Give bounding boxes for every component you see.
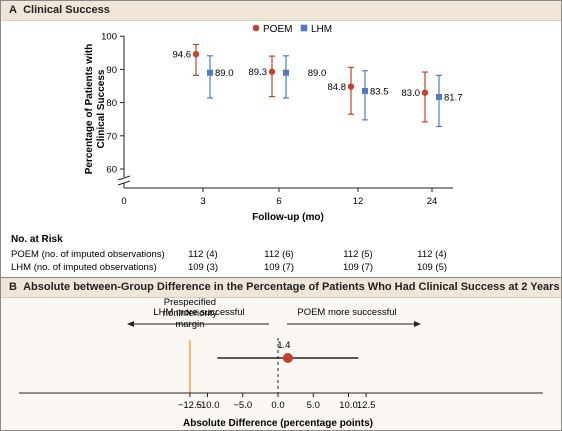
value-label-lhm: 89.0 [215,68,234,79]
left-arrow-label: LHM more successful [153,307,244,318]
legend-label-lhm: LHM [311,24,332,35]
value-label-poem: 89.3 [249,67,268,78]
x-tick-label: 6 [276,196,281,207]
right-arrow-head [414,321,421,327]
left-arrow-head [127,321,134,327]
value-label-lhm: 89.0 [308,68,327,79]
panel-a-chart: POEM LHM 60 70 80 90 100 0 3 6 12 24 Follow-up (mo) P… [11,24,463,273]
x-tick-label: 12 [353,196,364,207]
x-tick-label: 24 [427,196,438,207]
risk-row-value: 112 (5) [343,249,372,260]
x-tick-label: 10.0 [339,400,358,411]
poem-point [192,50,200,58]
poem-point [268,68,276,75]
panel-a-heading: A Clinical Success [9,4,110,16]
panel-b-heading: B Absolute between-Group Difference in t… [9,281,560,293]
poem-point [347,83,355,90]
x-tick-label: −5.0 [233,400,252,411]
risk-row-value: 109 (7) [343,262,373,273]
x-tick-label: 0 [121,196,126,207]
risk-row-value: 112 (4) [188,249,217,260]
margin-label-line: noninferiority [163,308,218,319]
y-tick-label: 100 [101,32,117,43]
value-label-lhm: 81.7 [444,92,463,103]
panel-b-header: B Absolute between-Group Difference in t… [1,278,561,298]
x-tick-label: 5.0 [307,400,320,411]
panel-a-title: Clinical Success [23,4,110,16]
x-tick-label: 3 [200,196,205,207]
legend-label-poem: POEM [263,24,292,35]
right-arrow-label: POEM more successful [297,307,396,318]
y-tick-label: 90 [106,65,117,76]
panel-b-letter: B [9,281,17,293]
value-label-lhm: 83.5 [370,86,389,97]
margin-label-line: Prespecified [164,297,216,308]
risk-row-label: POEM (no. of imputed observations) [11,249,165,260]
y-tick-label: 70 [106,131,117,142]
panel-b: B Absolute between-Group Difference in t… [0,278,562,431]
y-tick-label: 80 [106,98,117,109]
panel-a: A Clinical Success POEM LHM 60 70 80 90 100 0 3 6… [0,0,562,278]
panel-b-title: Absolute between-Group Difference in the… [23,281,560,293]
value-label-poem: 94.6 [173,50,192,61]
panel-a-letter: A [9,4,17,16]
lhm-point [436,93,442,100]
lhm-point [207,69,213,76]
legend-marker-lhm [300,24,308,32]
x-tick-label: 12.5 [357,400,376,411]
panel-a-header: A Clinical Success [1,1,561,21]
legend-marker-poem [252,24,260,32]
x-tick-label: −12.5 [178,400,202,411]
x-tick-label: −10.0 [195,400,219,411]
poem-point [421,89,429,96]
y-tick-label: 60 [106,165,117,176]
risk-row-value: 112 (6) [264,249,293,260]
risk-row-label: LHM (no. of imputed observations) [11,262,157,273]
risk-table-header: No. at Risk [11,234,63,245]
risk-row-value: 112 (4) [417,249,446,260]
lhm-point [283,69,289,76]
y-axis-label-line: Percentage of Patients with [84,44,95,175]
x-axis-label: Follow-up (mo) [252,212,324,223]
risk-row-value: 109 (3) [188,262,218,273]
risk-row-value: 109 (5) [417,262,447,273]
difference-estimate-point [282,353,293,363]
y-axis-break-mark [117,175,131,186]
difference-estimate-label: 1.4 [277,340,290,351]
lhm-point [362,87,368,94]
x-tick-label: 0.0 [271,400,284,411]
risk-row-value: 109 (7) [264,262,294,273]
value-label-poem: 84.8 [328,82,347,93]
y-axis-label-line: Clinical Success [96,69,107,148]
x-axis-label: Absolute Difference (percentage points) [183,418,373,429]
y-axis-label: Percentage of Patients withClinical Succ… [84,44,107,175]
value-label-poem: 83.0 [402,88,421,99]
